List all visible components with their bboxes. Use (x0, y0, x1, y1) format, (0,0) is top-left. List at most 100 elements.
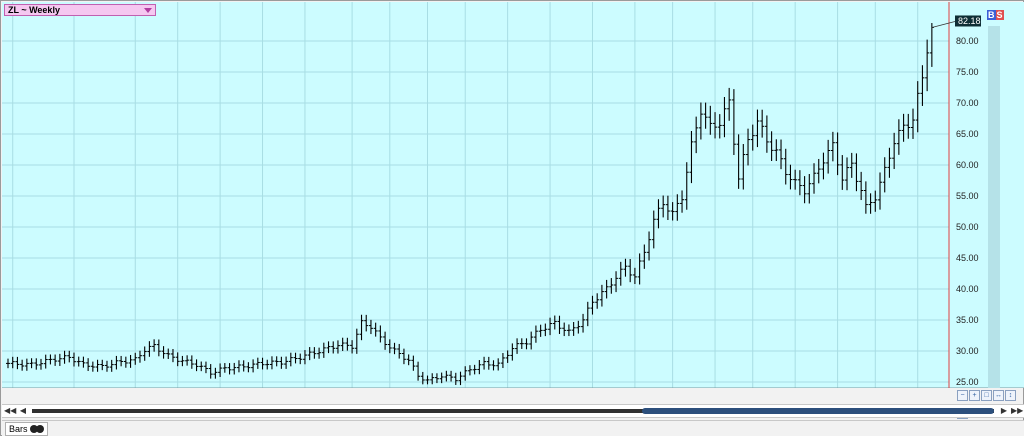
price-bar (647, 231, 652, 261)
fit-icon[interactable]: □ (981, 390, 992, 401)
link-icon-2 (35, 425, 44, 433)
scroll-track[interactable] (32, 409, 994, 413)
price-bar (152, 339, 157, 352)
zoom-out-icon[interactable]: − (957, 390, 968, 401)
price-bar (590, 295, 595, 315)
price-bar (878, 172, 883, 210)
scroll-last-icon[interactable]: ▶▶ (1011, 406, 1024, 415)
price-bar (760, 109, 765, 138)
scroll-right-icon[interactable]: ▶ (1000, 406, 1008, 415)
price-bar (218, 363, 223, 377)
price-bar (100, 359, 105, 371)
price-bar (524, 338, 529, 350)
price-bar (62, 350, 67, 364)
sell-label[interactable]: S (995, 10, 1004, 20)
price-axis[interactable]: 25.00 30.00 35.00 40.00 45.00 50.00 55.00 60.00… (956, 36, 979, 387)
price-bar (628, 259, 633, 283)
price-bar (548, 317, 553, 336)
price-bar (812, 163, 817, 194)
price-bar (929, 23, 934, 67)
price-bar (161, 346, 166, 359)
price-bar (166, 348, 171, 359)
zoom-in-icon[interactable]: + (969, 390, 980, 401)
price-bar (736, 134, 741, 189)
price-bar (816, 158, 821, 184)
price-bar (246, 362, 251, 373)
symbol-selector[interactable]: ZL ~ Weekly (4, 4, 156, 16)
price-bar (199, 361, 204, 372)
price-bar (543, 323, 548, 337)
price-bar (552, 315, 557, 330)
price-bar (533, 325, 538, 343)
last-price-tag (955, 15, 981, 27)
price-bar (175, 352, 180, 367)
price-bar (496, 358, 501, 371)
price-bar (29, 358, 34, 369)
dropdown-arrow-icon[interactable] (144, 8, 152, 13)
price-bar (911, 108, 916, 139)
price-bar (227, 363, 232, 375)
price-bar (241, 360, 246, 372)
price-tick-label: 35.00 (956, 315, 979, 325)
price-bar (260, 357, 265, 370)
price-bar (269, 356, 274, 370)
price-chart[interactable]: 25.00 30.00 35.00 40.00 45.00 50.00 55.00 60.00… (2, 2, 1024, 388)
price-bar (397, 343, 402, 359)
price-bar (170, 349, 175, 363)
price-bar (430, 373, 435, 385)
price-bar (439, 372, 444, 384)
price-bar (797, 170, 802, 196)
price-bar (807, 173, 812, 204)
price-bar (920, 65, 925, 106)
price-bar (90, 361, 95, 372)
price-bar (529, 331, 534, 350)
price-bar (425, 375, 430, 385)
price-bar (472, 364, 477, 375)
price-bar (623, 258, 628, 277)
price-bar (236, 360, 241, 373)
price-bar (892, 132, 897, 170)
price-bar (840, 155, 845, 190)
price-bar (859, 171, 864, 201)
price-bar (835, 132, 840, 176)
price-bar (284, 356, 289, 369)
horizontal-scrollbar[interactable]: ◀◀ ◀ ▶ ▶▶ (2, 404, 1024, 418)
scroll-first-icon[interactable]: ◀◀ (4, 406, 17, 415)
price-bar (491, 360, 496, 371)
price-bar (779, 139, 784, 170)
price-bar (416, 361, 421, 381)
price-axis-strip (988, 26, 1000, 388)
price-bar (449, 370, 454, 382)
price-bar (708, 105, 713, 135)
chart-tool-icons: −+□↔↕↺ (956, 390, 1023, 419)
price-bar (519, 338, 524, 349)
link-icon (29, 425, 38, 433)
price-bar (10, 356, 15, 369)
scroll-left-icon[interactable]: ◀ (19, 406, 27, 415)
bars-tab[interactable]: Bars (5, 422, 48, 436)
price-bar (925, 39, 930, 92)
last-price-leader (931, 21, 956, 28)
price-bar (392, 342, 397, 355)
price-bar (189, 355, 194, 369)
price-bar (185, 355, 190, 366)
price-bar (48, 354, 53, 365)
price-bar (340, 337, 345, 351)
price-bar (722, 97, 727, 138)
scroll-thumb[interactable] (642, 408, 994, 414)
price-bar (901, 113, 906, 142)
price-bar (34, 358, 39, 370)
price-bar (406, 354, 411, 366)
price-bar (203, 361, 208, 374)
price-bar (24, 358, 29, 371)
plot-area[interactable]: 25.00 30.00 35.00 40.00 45.00 50.00 55.00 60.00… (2, 2, 1024, 388)
price-bar (500, 353, 505, 369)
price-bar (71, 352, 76, 367)
price-bar (86, 358, 91, 371)
compress-icon[interactable]: ↔ (993, 390, 1004, 401)
price-tick-label: 70.00 (956, 98, 979, 108)
price-bar (373, 322, 378, 337)
expand-icon[interactable]: ↕ (1005, 390, 1016, 401)
buy-label[interactable]: B (987, 10, 996, 20)
